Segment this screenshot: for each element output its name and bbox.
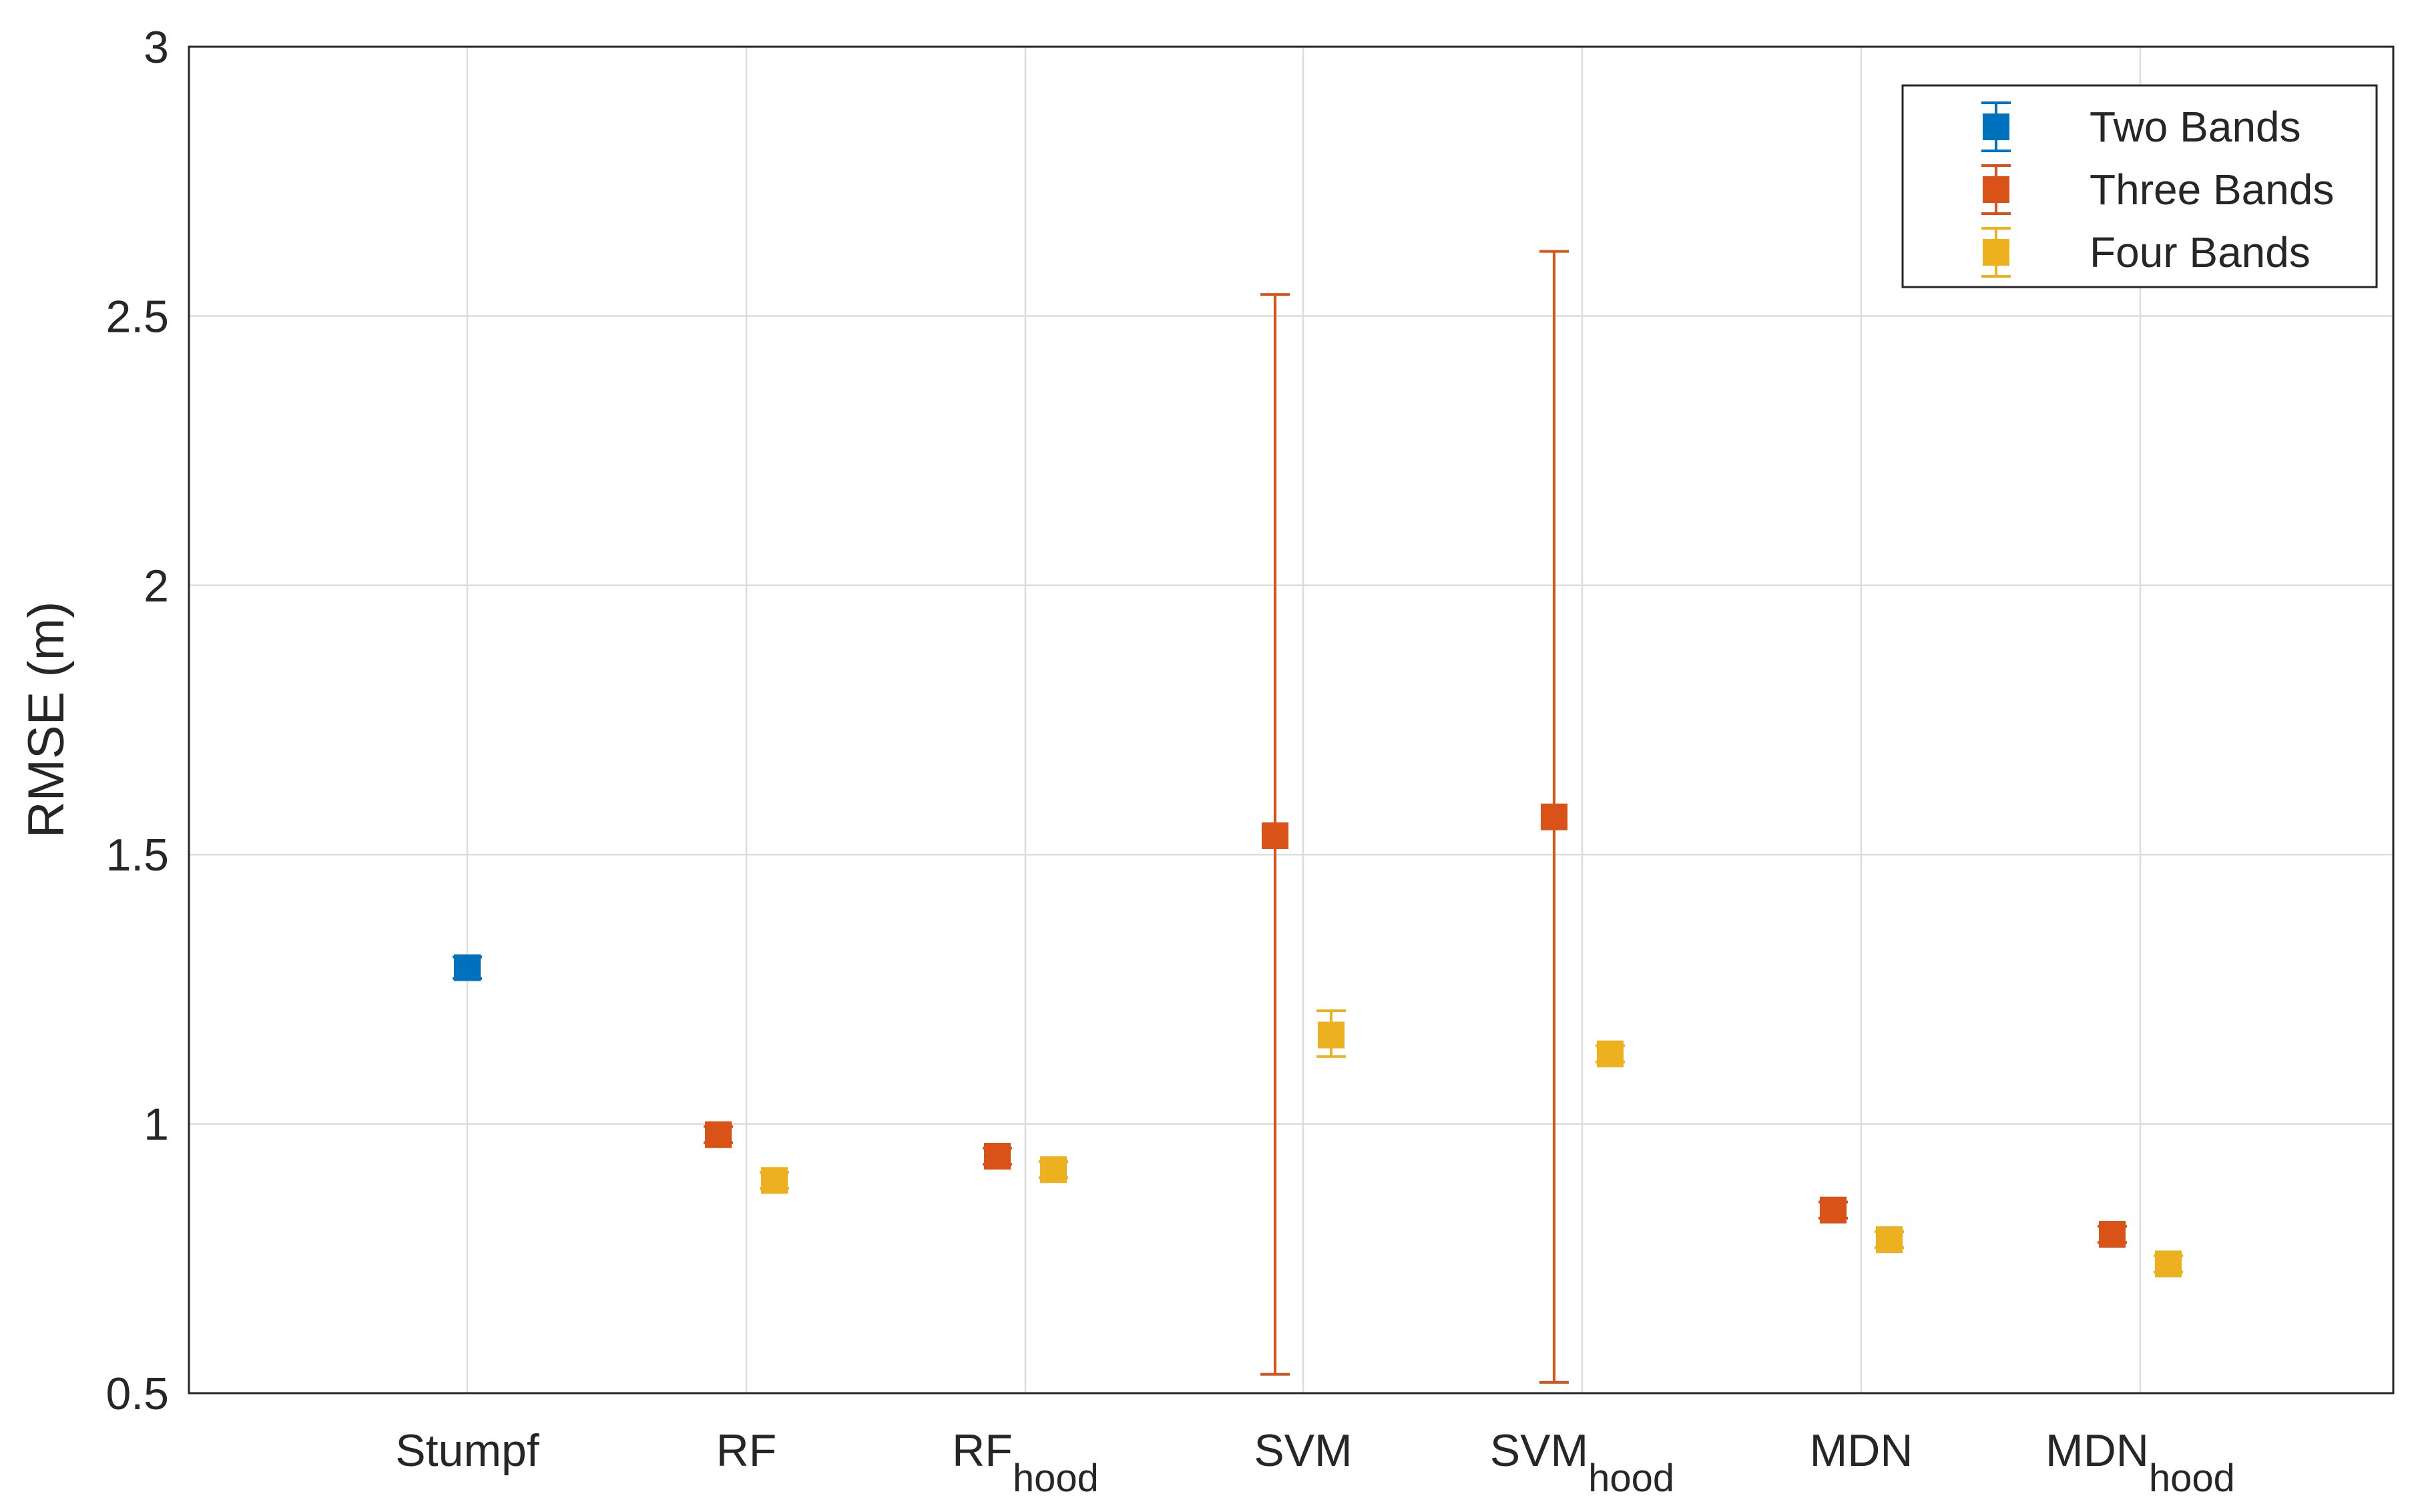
legend-item: Four Bands <box>1981 227 2310 278</box>
legend-marker <box>1983 176 2009 203</box>
y-axis-title: RMSE (m) <box>18 601 75 838</box>
plot-area-frame <box>188 45 2395 1395</box>
y-tick-label: 3 <box>144 22 169 73</box>
legend-label: Two Bands <box>2090 103 2301 151</box>
x-tick-label: SVM <box>1254 1425 1352 1476</box>
legend-item: Three Bands <box>1981 164 2334 215</box>
x-tick-label: SVMhood <box>1490 1425 1674 1500</box>
data-point-marker <box>1040 1156 1067 1184</box>
data-marks <box>453 250 2183 1384</box>
x-tick-label: RF <box>716 1425 777 1476</box>
data-point-marker <box>1262 822 1288 849</box>
x-tick-label: MDNhood <box>2045 1425 2235 1500</box>
y-tick-label: 2 <box>144 561 169 611</box>
x-tick-labels: Stumpf RF RFhood SVM SVMhood MDN MDNhood <box>395 1425 2235 1500</box>
y-tick-label: 1.5 <box>105 830 169 880</box>
data-point-marker <box>1597 1040 1624 1067</box>
legend-item: Two Bands <box>1981 101 2301 152</box>
series-four-bands <box>760 1009 2183 1278</box>
legend-marker <box>1983 239 2009 266</box>
legend-marker <box>1983 113 2009 140</box>
data-point-marker <box>2155 1250 2182 1278</box>
legend: Two Bands Three Bands Four Bands <box>1901 84 2378 288</box>
series-three-bands <box>704 250 2127 1384</box>
y-tick-label: 1 <box>144 1099 169 1150</box>
legend-label: Three Bands <box>2090 166 2334 214</box>
series-two-bands <box>453 954 482 981</box>
y-tick-label: 0.5 <box>105 1368 169 1419</box>
y-tick-labels: 0.5 1 1.5 2 2.5 3 <box>105 22 169 1419</box>
data-point-marker <box>2099 1220 2126 1248</box>
y-tick-label: 2.5 <box>105 291 169 342</box>
data-point-marker <box>1876 1226 1903 1254</box>
legend-label: Four Bands <box>2090 228 2310 276</box>
data-point-marker <box>454 954 481 981</box>
legend-box <box>1901 84 2378 288</box>
data-point-marker <box>761 1167 788 1194</box>
data-point-marker <box>1541 803 1567 830</box>
data-point-marker <box>705 1121 732 1148</box>
x-tick-label: RFhood <box>952 1425 1099 1500</box>
data-point-marker <box>1318 1021 1345 1049</box>
data-point-marker <box>984 1143 1011 1170</box>
x-tick-label: MDN <box>1810 1425 1913 1476</box>
data-point-marker <box>1820 1196 1847 1224</box>
x-tick-label: Stumpf <box>395 1425 539 1476</box>
